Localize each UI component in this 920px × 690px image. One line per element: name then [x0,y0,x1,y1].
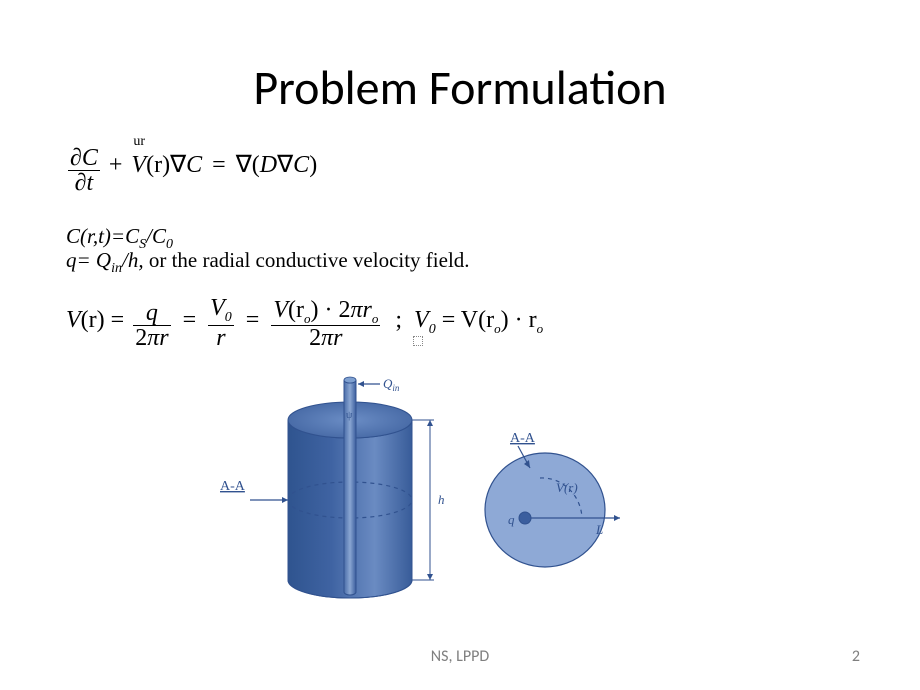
eq1-V: V [131,152,146,178]
eq1-D: D [260,152,277,178]
footer-center: NS, LPPD [0,647,920,666]
diagram-cylinder-and-section: ψ Qin A-A h q V(r) L A-A [200,370,630,620]
e2-semi: ; [389,307,408,333]
svg-text:q: q [508,512,515,527]
l1-a: C(r,t)=C [66,224,139,248]
resize-handle-icon [413,336,423,346]
eq1-close: ) [309,152,317,178]
svg-text:h: h [438,492,445,507]
equation-1: ∂C ∂t + ur V (r)∇C = ∇(D∇C) [68,146,317,195]
svg-text:L: L [595,522,603,537]
e2-eq1: = [180,307,200,333]
e2-f2n: V0 [208,296,234,326]
svg-text:A-A: A-A [220,479,246,494]
eq1-C2: C [293,152,309,178]
e2-f1n: q [133,301,170,326]
footer-page-number: 2 [852,647,860,666]
e2-f1d: 2πr [133,326,170,350]
eq1-r: (r) [146,152,170,178]
svg-text:ψ: ψ [346,410,353,421]
l2-in: in [111,261,122,276]
eq1-eq: = [208,152,230,178]
eq1-den: ∂t [68,171,100,195]
l2-rest: or the radial conductive velocity field. [144,248,470,272]
eq1-plus: + [106,152,126,178]
e2-rhs: V0 = V(ro) · ro [414,307,543,333]
l2-q: q= Q [66,248,111,272]
l1-b: /C [146,224,166,248]
svg-text:Qin: Qin [383,376,400,393]
e2-f2d: r [208,326,234,350]
eq1-vec: ur [133,135,145,149]
equation-2: V(r) = q 2πr = V0 r = V(ro) · 2πro 2πr ;… [66,296,543,350]
eq1-grad1: ∇ [170,152,186,178]
e2-f3n: V(ro) · 2πro [271,298,380,326]
text-line-2: q= Qin/h, or the radial conductive veloc… [66,248,470,277]
eq1-grad3: ∇ [277,152,293,178]
svg-text:V(r): V(r) [556,480,578,495]
e2-eq2: = [243,307,263,333]
eq1-grad2: ∇ [236,152,252,178]
eq1-open: ( [252,152,260,178]
eq1-C1: C [186,152,202,178]
eq1-num: ∂C [68,146,100,171]
page-title: Problem Formulation [0,58,920,117]
e2-req: (r) = [81,307,125,333]
svg-text:A-A: A-A [510,431,536,446]
e2-f3d: 2πr [271,326,380,350]
e2-V: V [66,307,81,333]
l2-h: /h, [122,248,144,272]
